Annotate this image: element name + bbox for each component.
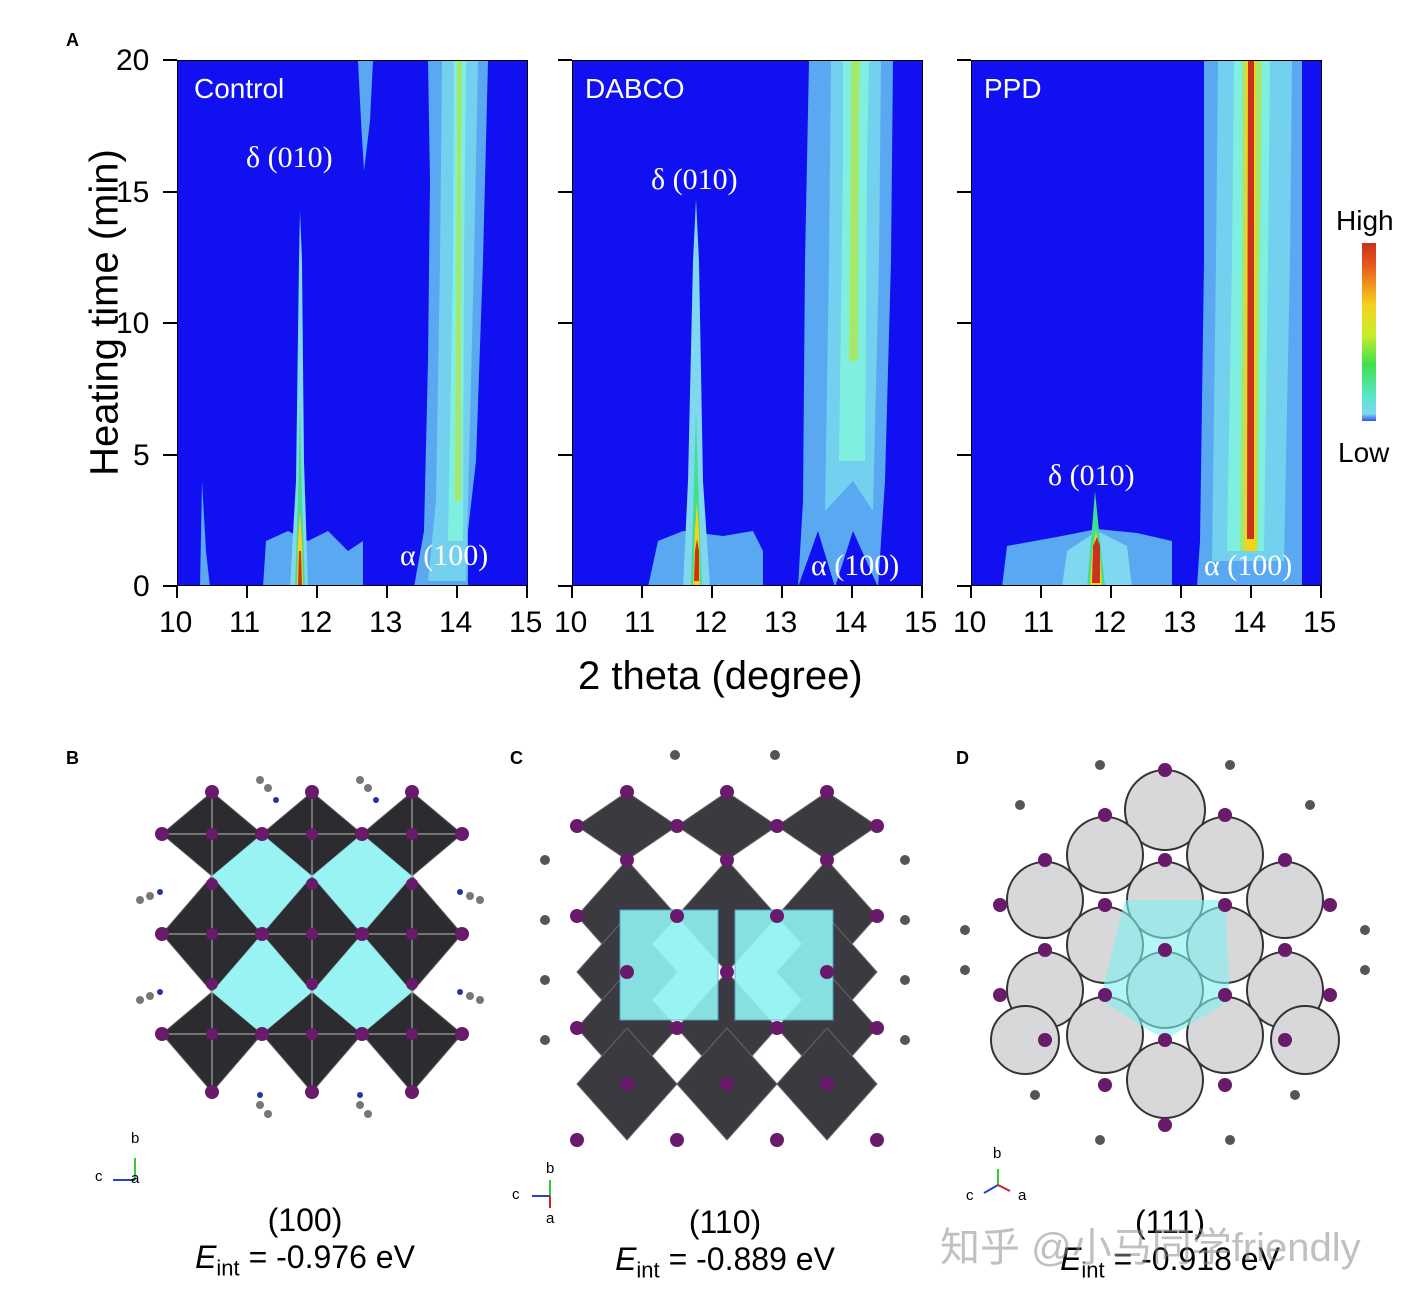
plane-label-111: (111): [1135, 1204, 1205, 1240]
axis-c-label: c: [512, 1186, 520, 1203]
x-tick: 12: [299, 606, 333, 639]
y-tick-20: 20: [116, 44, 150, 77]
axis-ticks: [163, 59, 1322, 598]
x-tick: 10: [159, 606, 193, 639]
energy-label-100: Eint = -0.976 eV: [195, 1239, 415, 1281]
caption-100: (100) Eint = -0.976 eV: [190, 1202, 420, 1281]
y-tick-15: 15: [116, 176, 150, 209]
caption-110: (110) Eint = -0.889 eV: [610, 1204, 840, 1283]
x-tick: 11: [624, 606, 656, 639]
axis-b-label: b: [993, 1145, 1002, 1162]
y-tick-10: 10: [116, 307, 150, 340]
peak-label-alpha-ppd: α (100): [1204, 549, 1293, 582]
axes-indicator-b: b c a: [95, 1130, 155, 1194]
heatmap-dabco-fill: [648, 61, 893, 585]
axis-a-label: a: [131, 1170, 140, 1187]
x-tick: 15: [1303, 606, 1337, 639]
heatmap-dabco: DABCO δ (010) α (100): [572, 60, 923, 586]
x-tick: 14: [439, 606, 473, 639]
crystal-structure-111: [960, 760, 1370, 1145]
panel-letter-d: D: [956, 748, 969, 768]
y-tick-0: 0: [133, 570, 150, 603]
axes-indicator-c: b c a: [510, 1160, 570, 1227]
axis-c-label: c: [95, 1168, 103, 1185]
energy-label-110: Eint = -0.889 eV: [615, 1241, 835, 1283]
x-axis-label: 2 theta (degree): [578, 654, 863, 698]
heatmap-control: Control δ (010) α (100): [177, 60, 528, 586]
panel-letter-c: C: [510, 748, 523, 768]
caption-111: (111) Eint = -0.918 eV: [1055, 1204, 1285, 1283]
axis-a-label: a: [1018, 1187, 1027, 1204]
watermark: 知乎 @小马同学friendly: [940, 1226, 1361, 1270]
plot-title-ppd: PPD: [984, 73, 1042, 104]
x-tick: 14: [834, 606, 868, 639]
peak-label-delta-control: δ (010): [246, 141, 333, 174]
axes-arrows-icon: [113, 1158, 136, 1181]
axes-arrows-icon: [532, 1180, 551, 1208]
plane-label-110: (110): [688, 1204, 762, 1240]
colorbar-low-label: Low: [1338, 437, 1390, 468]
x-tick: 10: [554, 606, 588, 639]
axes-indicator-d: b c a: [962, 1145, 1032, 1209]
energy-label-111: Eint = -0.918 eV: [1060, 1241, 1280, 1283]
y-tick-5: 5: [133, 439, 150, 472]
x-tick: 11: [229, 606, 261, 639]
plot-title-control: Control: [194, 73, 285, 104]
axes-arrows-icon: [983, 1169, 1011, 1194]
peak-label-alpha-control: α (100): [400, 539, 489, 572]
x-tick: 14: [1233, 606, 1267, 639]
heatmap-control-fill: [200, 61, 488, 585]
colorbar: [1362, 243, 1376, 421]
x-tick: 12: [1093, 606, 1127, 639]
plane-label-100: (100): [267, 1202, 343, 1238]
x-tick: 12: [694, 606, 728, 639]
x-tick: 13: [1163, 606, 1197, 639]
panel-letter-a: A: [66, 30, 79, 50]
panel-letter-b: B: [66, 748, 79, 768]
plot-title-dabco: DABCO: [585, 73, 685, 104]
crystal-structure-110: [540, 750, 910, 1147]
peak-label-alpha-dabco: α (100): [811, 549, 900, 582]
peak-label-delta-dabco: δ (010): [651, 163, 738, 196]
axis-b-label: b: [546, 1160, 555, 1177]
axis-b-label: b: [131, 1130, 140, 1147]
x-tick: 13: [369, 606, 403, 639]
x-tick: 11: [1023, 606, 1055, 639]
x-tick: 13: [764, 606, 798, 639]
x-tick: 15: [509, 606, 543, 639]
peak-label-delta-ppd: δ (010): [1048, 459, 1135, 492]
x-tick: 10: [953, 606, 987, 639]
axis-a-label: a: [546, 1210, 555, 1227]
x-tick: 15: [904, 606, 938, 639]
heatmap-ppd: PPD δ (010) α (100): [971, 60, 1322, 586]
heatmap-ppd-fill: [1002, 61, 1302, 585]
axis-c-label: c: [966, 1187, 974, 1204]
crystal-structure-100: [136, 776, 484, 1118]
colorbar-high-label: High: [1336, 205, 1394, 236]
